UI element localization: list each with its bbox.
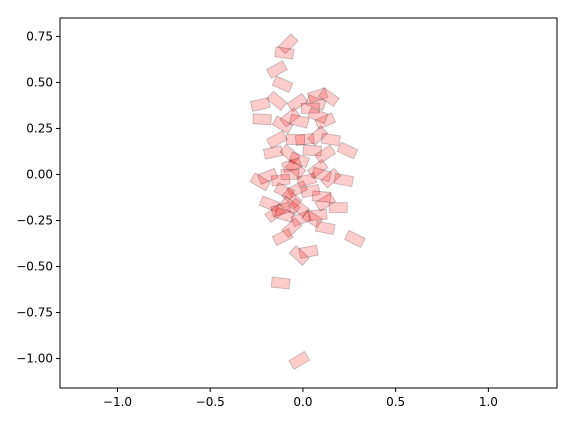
points [249, 33, 366, 370]
point [288, 113, 310, 129]
point [314, 220, 336, 236]
y-tick-label: 0.00 [26, 167, 53, 181]
x-tick-label: −0.5 [196, 395, 225, 409]
point [328, 202, 348, 214]
point [273, 207, 296, 223]
point [279, 195, 301, 216]
point [317, 87, 340, 108]
point [314, 112, 337, 130]
x-tick-label: 1.0 [479, 395, 498, 409]
point [333, 172, 355, 188]
point [296, 172, 318, 188]
point [286, 179, 309, 199]
point [271, 227, 294, 247]
point [307, 125, 329, 147]
point [307, 208, 328, 222]
point [252, 113, 272, 126]
point [288, 197, 311, 218]
point [266, 90, 288, 112]
point [294, 132, 315, 147]
point [288, 244, 310, 266]
point [277, 33, 299, 55]
point [298, 244, 319, 259]
point [290, 210, 312, 228]
point [314, 144, 337, 165]
y-tick-label: 0.75 [26, 29, 53, 43]
point [306, 106, 329, 125]
y-tick-label: −1.00 [16, 352, 53, 366]
point [307, 87, 329, 104]
point [343, 229, 366, 249]
point [305, 94, 327, 111]
y-tick-label: −0.75 [16, 306, 53, 320]
point [301, 208, 324, 229]
point [279, 107, 301, 128]
y-tick-label: −0.50 [16, 260, 53, 274]
point [299, 183, 321, 199]
point [270, 173, 291, 187]
point [274, 46, 295, 60]
point [320, 167, 342, 189]
point [264, 203, 287, 224]
point [271, 115, 294, 135]
point [281, 157, 303, 174]
point [306, 158, 329, 180]
point [262, 145, 284, 160]
point [285, 133, 306, 146]
y-tick-label: −0.25 [16, 213, 53, 227]
point [300, 102, 321, 115]
point [288, 350, 311, 370]
point [288, 151, 311, 169]
point [336, 141, 359, 160]
y-tick-label: 0.50 [26, 75, 53, 89]
point [270, 276, 291, 290]
point [286, 92, 309, 113]
axes-frame [59, 17, 558, 389]
point [311, 190, 332, 203]
x-tick-label: 0.0 [293, 395, 312, 409]
point [258, 195, 281, 213]
point [270, 201, 292, 218]
point [302, 144, 323, 157]
point [256, 167, 279, 185]
point [284, 158, 307, 179]
y-tick-label: 0.25 [26, 121, 53, 135]
point [281, 217, 303, 239]
point [249, 97, 271, 113]
point [266, 130, 288, 149]
point [273, 181, 296, 201]
x-tick-label: 0.5 [386, 395, 405, 409]
point [271, 75, 294, 94]
point [265, 60, 288, 79]
point [310, 166, 333, 183]
point [314, 192, 337, 212]
point [320, 132, 341, 147]
point [280, 168, 300, 181]
point [279, 143, 301, 165]
point [281, 187, 303, 209]
x-tick-label: −1.0 [103, 395, 132, 409]
point [249, 172, 272, 192]
